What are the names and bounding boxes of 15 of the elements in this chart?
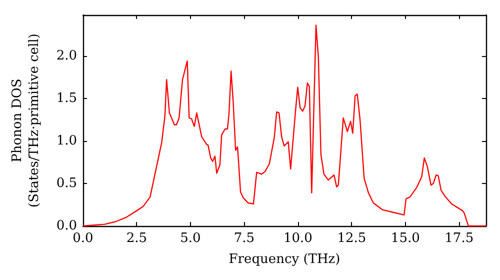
y-tick-label: 0.0 bbox=[56, 218, 77, 234]
x-tick-label: 17.5 bbox=[444, 231, 474, 246]
x-tick-label: 15.0 bbox=[390, 231, 420, 246]
x-axis-title: Frequency (THz) bbox=[228, 252, 340, 267]
y-tick-label: 2.0 bbox=[56, 48, 77, 64]
x-tick-label: 12.5 bbox=[337, 231, 366, 246]
y-axis-title: Phonon DOS (States/THz·primitive cell) bbox=[10, 33, 42, 208]
x-tick-label: 5.0 bbox=[180, 231, 201, 246]
x-tick-label: 2.5 bbox=[126, 231, 148, 246]
x-tick-label: 7.5 bbox=[234, 231, 255, 246]
y-tick-label: 0.5 bbox=[56, 176, 77, 191]
x-tick-label: 0.0 bbox=[72, 231, 94, 246]
x-tick-label: 10.0 bbox=[283, 231, 312, 246]
y-tick-label: 1.5 bbox=[56, 90, 77, 106]
y-tick-label: 1.0 bbox=[56, 133, 77, 148]
